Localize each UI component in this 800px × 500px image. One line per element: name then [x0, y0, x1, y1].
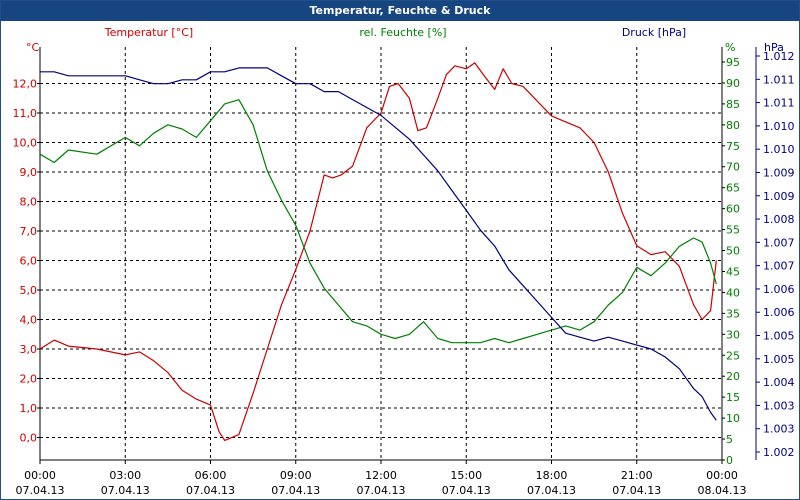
series-lines	[39, 62, 717, 441]
humidity-tick-label: 70	[726, 161, 740, 174]
temperature-tick-label: 12,0	[13, 78, 38, 91]
temperature-tick-label: 2,0	[20, 373, 38, 386]
x-tick-date: 07.04.13	[16, 484, 65, 497]
x-tick-time: 06:00	[195, 469, 227, 482]
temperature-tick-labels: 0,0 1,0 2,0 3,0 4,0 5,0 6,0 7,0 8,0 9,0 10,0 11,0 12…	[13, 78, 40, 445]
humidity-tick-label: 35	[726, 307, 740, 320]
x-tick-time: 18:00	[536, 469, 568, 482]
pressure-tick-label: 1.003	[763, 423, 795, 436]
humidity-tick-label: 50	[726, 245, 740, 258]
humidity-tick-label: 85	[726, 98, 740, 111]
pressure-tick-label: 1.010	[763, 143, 795, 156]
humidity-tick-label: 20	[726, 370, 740, 383]
humidity-tick-label: 15	[726, 391, 740, 404]
temperature-tick-label: 3,0	[20, 343, 38, 356]
x-tick-date: 07.04.13	[442, 484, 491, 497]
temperature-tick-label: 6,0	[20, 255, 38, 268]
x-tick-date: 07.04.13	[186, 484, 235, 497]
series-line-temperature	[39, 62, 717, 441]
series-line-pressure	[40, 67, 717, 421]
pressure-tick-label: 1.006	[763, 306, 795, 319]
x-tick-time: 09:00	[280, 469, 312, 482]
pressure-tick-label: 1.005	[763, 353, 795, 366]
series-line-humidity	[39, 99, 717, 344]
x-tick-time: 21:00	[621, 469, 653, 482]
temperature-tick-label: 1,0	[20, 402, 38, 415]
humidity-tick-label: 60	[726, 203, 740, 216]
pressure-tick-label: 1.009	[763, 166, 795, 179]
temperature-tick-label: 10,0	[13, 137, 38, 150]
pressure-tick-label: 1.007	[763, 260, 795, 273]
humidity-unit: %	[725, 41, 735, 54]
pressure-tick-label: 1.009	[763, 190, 795, 203]
pressure-tick-label: 1.008	[763, 213, 795, 226]
x-tick-labels: 00:00 07.04.13 03:00 07.04.13 06:00 07.04.13 0…	[16, 460, 747, 497]
x-tick-date: 07.04.13	[612, 484, 661, 497]
humidity-tick-label: 0	[726, 454, 733, 467]
temperature-tick-label: 11,0	[13, 107, 38, 120]
humidity-tick-label: 10	[726, 412, 740, 425]
chart-title: Temperatur, Feuchte & Druck	[1, 1, 799, 21]
humidity-tick-label: 5	[726, 433, 733, 446]
x-tick-date: 07.04.13	[271, 484, 320, 497]
temperature-tick-label: 4,0	[20, 314, 38, 327]
pressure-tick-label: 1.007	[763, 236, 795, 249]
temperature-tick-label: 0,0	[20, 432, 38, 445]
humidity-tick-label: 90	[726, 77, 740, 90]
humidity-tick-label: 45	[726, 265, 740, 278]
pressure-tick-label: 1.011	[763, 97, 795, 110]
x-tick-date: 07.04.13	[357, 484, 406, 497]
x-tick-time: 00:00	[24, 469, 56, 482]
temperature-unit: °C	[26, 41, 40, 54]
humidity-axis-label: rel. Feuchte [%]	[359, 26, 446, 39]
temperature-tick-label: 7,0	[20, 225, 38, 238]
pressure-tick-label: 1.006	[763, 283, 795, 296]
humidity-tick-label: 30	[726, 328, 740, 341]
x-tick-time: 03:00	[109, 469, 141, 482]
pressure-unit: hPa	[764, 41, 784, 54]
x-tick-time: 12:00	[365, 469, 397, 482]
grid-lines	[40, 47, 722, 460]
humidity-tick-label: 55	[726, 224, 740, 237]
x-tick-date: 07.04.13	[101, 484, 150, 497]
humidity-tick-label: 95	[726, 56, 740, 69]
humidity-tick-label: 80	[726, 119, 740, 132]
humidity-tick-label: 40	[726, 286, 740, 299]
x-tick-time: 00:00	[706, 469, 738, 482]
temperature-axis-label: Temperatur [°C]	[104, 26, 193, 39]
temperature-tick-label: 8,0	[20, 196, 38, 209]
humidity-tick-label: 65	[726, 182, 740, 195]
temperature-tick-label: 9,0	[20, 166, 38, 179]
pressure-tick-label: 1.005	[763, 330, 795, 343]
plot-axes	[39, 47, 757, 461]
pressure-tick-labels: 1.002 1.003 1.003 1.004 1.005 1.005 1.006 1.006…	[756, 50, 795, 459]
pressure-tick-label: 1.011	[763, 73, 795, 86]
x-tick-time: 15:00	[450, 469, 482, 482]
humidity-tick-labels: 0 5 10 15 20 25 30 35 40 45 50 55 60 65 70 75 80 85 90 95	[722, 56, 740, 467]
temperature-tick-label: 5,0	[20, 284, 38, 297]
humidity-tick-label: 75	[726, 140, 740, 153]
pressure-tick-label: 1.012	[763, 50, 795, 63]
pressure-tick-label: 1.002	[763, 446, 795, 459]
humidity-tick-label: 25	[726, 349, 740, 362]
x-tick-date: 07.04.13	[527, 484, 576, 497]
pressure-tick-label: 1.003	[763, 399, 795, 412]
pressure-axis-label: Druck [hPa]	[622, 26, 686, 39]
pressure-tick-label: 1.004	[763, 376, 795, 389]
x-tick-date: 08.04.13	[698, 484, 747, 497]
pressure-tick-label: 1.010	[763, 120, 795, 133]
